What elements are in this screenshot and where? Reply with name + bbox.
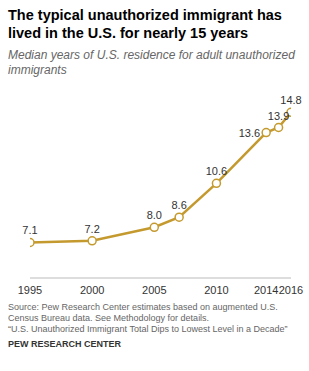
- svg-text:2014: 2014: [254, 284, 278, 296]
- svg-text:13.6: 13.6: [239, 127, 260, 139]
- svg-text:8.0: 8.0: [147, 209, 162, 221]
- svg-text:1995: 1995: [18, 284, 42, 296]
- svg-text:7.2: 7.2: [84, 223, 99, 235]
- html-text:Median years of U.S. residence: Median years of U.S. residence for adult…: [8, 48, 295, 77]
- html-text:“U.S. Unauthorized Immigrant T: “U.S. Unauthorized Immigrant Total Dips …: [8, 324, 288, 334]
- svg-text:14.8: 14.8: [280, 94, 301, 106]
- svg-text:2016: 2016: [279, 284, 301, 296]
- svg-text:10.6: 10.6: [206, 165, 227, 177]
- html-text:Source: Pew Research Center es: Source: Pew Research Center estimates ba…: [8, 302, 278, 323]
- svg-text:2010: 2010: [204, 284, 228, 296]
- svg-text:8.6: 8.6: [171, 199, 186, 211]
- html-text:PEW RESEARCH CENTER: PEW RESEARCH CENTER: [8, 339, 121, 349]
- html-text:The typical unauthorized immig: The typical unauthorized immigrant has l…: [8, 7, 282, 41]
- svg-text:2000: 2000: [80, 284, 104, 296]
- svg-text:13.9: 13.9: [268, 110, 289, 122]
- svg-text:7.1: 7.1: [22, 224, 37, 236]
- svg-text:2005: 2005: [142, 284, 166, 296]
